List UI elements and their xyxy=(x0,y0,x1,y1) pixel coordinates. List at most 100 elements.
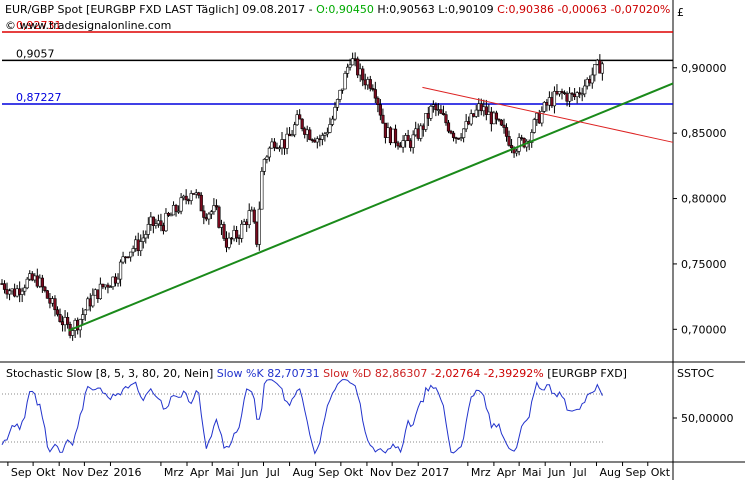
candle-body xyxy=(250,209,254,212)
chart-header: EUR/GBP Spot [EURGBP FXD LAST Täglich] 0… xyxy=(5,3,670,16)
candle-body xyxy=(106,284,110,288)
candle-body xyxy=(300,118,304,130)
x-tick-label: 2016 xyxy=(113,466,141,479)
candle-body xyxy=(320,135,324,140)
x-tick-label: Aug xyxy=(599,466,620,479)
candle-body xyxy=(550,97,554,107)
candle-body xyxy=(421,125,425,130)
x-tick-label: Jun xyxy=(547,466,565,479)
candle-body xyxy=(532,119,536,133)
candle-body xyxy=(33,275,37,281)
candle-body xyxy=(482,106,486,112)
candle-body xyxy=(315,138,319,143)
candle-body xyxy=(429,105,433,119)
candle-body xyxy=(547,97,551,106)
candle-body xyxy=(467,121,471,125)
candle-body xyxy=(310,139,314,141)
candle-body xyxy=(396,142,400,147)
candle-body xyxy=(96,289,100,299)
candle-body xyxy=(126,256,130,259)
x-tick-label: 2017 xyxy=(421,466,449,479)
candle-body xyxy=(353,58,357,60)
candle-body xyxy=(431,104,435,107)
candle-body xyxy=(275,147,279,149)
candle-body xyxy=(557,91,562,95)
candle-body xyxy=(424,113,428,130)
candle-body xyxy=(305,129,309,135)
candle-body xyxy=(194,192,198,195)
candle-body xyxy=(187,199,191,202)
candle-body xyxy=(373,89,377,99)
y-tick-label: 0,70000 xyxy=(681,323,727,336)
candle-body xyxy=(282,139,287,149)
x-tick-label: Mai xyxy=(522,466,541,479)
candle-body xyxy=(60,321,65,326)
candle-body xyxy=(136,239,140,252)
candle-body xyxy=(48,298,52,304)
candle-body xyxy=(18,288,22,295)
x-tick-label: Okt xyxy=(36,466,56,479)
candle-body xyxy=(10,288,14,292)
candle-body xyxy=(356,58,360,76)
horizontal-line-label: 0,9057 xyxy=(16,47,55,60)
candle-body xyxy=(343,73,347,90)
candle-body xyxy=(131,248,135,253)
x-tick-label: Dez xyxy=(87,466,108,479)
candle-body xyxy=(371,88,375,90)
candle-body xyxy=(149,216,153,225)
candle-body xyxy=(76,320,80,331)
candle-body xyxy=(214,205,219,208)
candle-body xyxy=(28,273,32,280)
stoch-legend-d: Slow %D 82,86307 xyxy=(319,367,428,380)
candle-body xyxy=(197,192,201,196)
candle-body xyxy=(535,112,539,120)
candle-body xyxy=(583,85,587,95)
horizontal-line-label: 0,87227 xyxy=(16,91,62,104)
x-tick-label: Okt xyxy=(344,466,364,479)
y-tick-label: 0,90000 xyxy=(681,62,727,75)
x-tick-label: Jul xyxy=(572,466,586,479)
candle-body xyxy=(517,137,521,152)
candle-body xyxy=(101,283,105,288)
trend-line xyxy=(68,82,674,332)
candle-body xyxy=(227,237,231,248)
stoch-legend: Stochastic Slow [8, 5, 3, 80, 20, Nein] … xyxy=(6,367,627,380)
x-tick-label: Nov xyxy=(62,466,84,479)
candle-body xyxy=(43,286,47,291)
candle-body xyxy=(174,205,178,212)
candle-body xyxy=(456,137,461,140)
candle-body xyxy=(182,195,186,199)
candle-body xyxy=(270,141,274,149)
copyright-text: © www.tradesignalonline.com xyxy=(5,19,172,32)
candle-body xyxy=(237,237,241,239)
candle-body xyxy=(7,290,12,295)
candle-body xyxy=(376,97,380,105)
candle-body xyxy=(285,133,289,149)
x-tick-label: Sep xyxy=(626,466,647,479)
candle-body xyxy=(25,278,29,289)
candle-body xyxy=(295,114,299,126)
candle-body xyxy=(472,113,476,117)
candle-body xyxy=(333,106,337,120)
candle-body xyxy=(5,289,9,295)
candle-body xyxy=(204,217,208,220)
candle-body xyxy=(464,121,468,130)
candle-body xyxy=(199,194,203,212)
candle-body xyxy=(578,92,582,95)
candle-body xyxy=(398,145,403,148)
x-tick-label: Aug xyxy=(293,466,314,479)
candle-body xyxy=(93,289,97,296)
x-tick-label: Sep xyxy=(11,466,32,479)
candle-body xyxy=(58,314,62,322)
candle-body xyxy=(287,133,292,137)
candle-body xyxy=(335,99,340,108)
candle-body xyxy=(265,156,269,160)
candle-body xyxy=(91,294,95,307)
candle-body xyxy=(363,79,367,86)
candle-body xyxy=(565,93,569,102)
candle-body xyxy=(134,239,138,249)
candle-body xyxy=(209,211,213,215)
stoch-panel-label: SSTOC xyxy=(677,367,715,380)
stoch-legend-change: -2,02764 -2,39292% xyxy=(427,367,544,380)
candle-body xyxy=(570,92,574,95)
